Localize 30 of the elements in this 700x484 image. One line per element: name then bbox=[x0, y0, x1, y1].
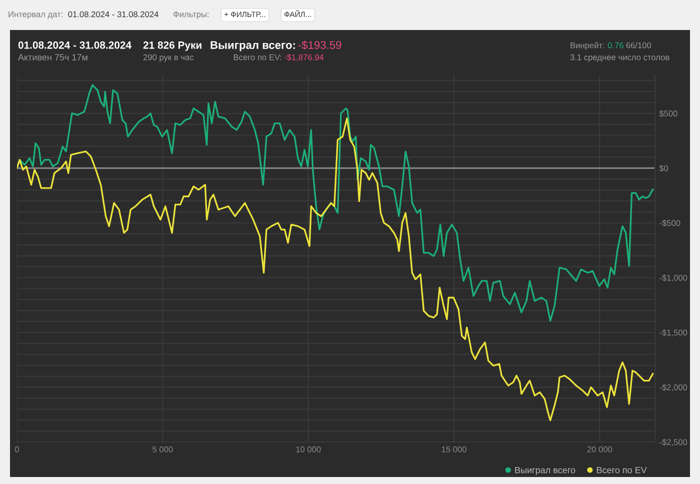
legend-label: Всего по EV bbox=[596, 466, 647, 474]
text: Винрейт: bbox=[570, 42, 604, 50]
text: 3.1 среднее число столов bbox=[570, 54, 670, 62]
x-tick-label: 5 000 bbox=[152, 446, 173, 452]
text: -$193.59 bbox=[298, 40, 342, 50]
text: Фильтры: bbox=[173, 11, 209, 19]
text: 66/100 bbox=[626, 42, 652, 48]
text: 0.76 bbox=[608, 42, 624, 48]
y-tick-label: -$1,000 bbox=[660, 274, 688, 282]
x-tick-label: 20 000 bbox=[587, 446, 612, 452]
chart-subtitle: Активен 75ч 17м bbox=[18, 54, 88, 60]
y-tick-label: -$500 bbox=[660, 220, 680, 226]
text: Интервал дат: bbox=[8, 11, 62, 19]
text: 290 рук в час bbox=[143, 54, 194, 62]
y-tick-label: -$1,500 bbox=[660, 329, 688, 337]
y-tick-label: -$2,000 bbox=[660, 384, 688, 392]
text: 01.08.2024 - 31.08.2024 bbox=[68, 11, 158, 18]
line-series bbox=[17, 117, 654, 422]
x-tick-label: 10 000 bbox=[296, 446, 321, 452]
chart-title: 01.08.2024 - 31.08.2024 bbox=[18, 41, 132, 49]
y-tick-label: -$2,500 bbox=[660, 438, 688, 446]
text: -$1,876.94 bbox=[284, 54, 324, 62]
text: Выиграл всего: bbox=[210, 41, 295, 52]
y-tick-label: $500 bbox=[659, 110, 678, 117]
y-tick-label: $0 bbox=[659, 164, 668, 172]
x-tick-label: 0 bbox=[15, 446, 19, 452]
text: 21 826 Руки bbox=[143, 41, 202, 51]
text: Всего по EV: bbox=[234, 54, 282, 60]
x-tick-label: 15 000 bbox=[442, 446, 466, 452]
legend-label: Выиграл всего bbox=[515, 466, 576, 476]
